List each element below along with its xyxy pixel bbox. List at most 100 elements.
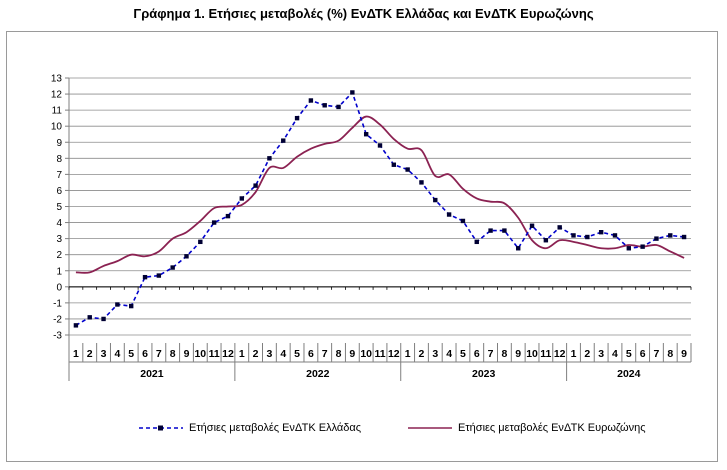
data-point-greece: [557, 225, 562, 230]
month-label: 10: [360, 348, 372, 360]
data-point-greece: [253, 183, 258, 188]
month-label: 3: [267, 348, 273, 360]
month-label: 3: [101, 348, 107, 360]
data-point-greece: [474, 239, 479, 245]
data-point-greece: [598, 230, 604, 235]
data-point-greece: [115, 302, 120, 307]
month-label: 4: [114, 348, 120, 360]
legend-label-greece: Ετήσιες μεταβολές ΕνΔΤΚ Ελλάδας: [189, 422, 362, 434]
data-point-greece: [585, 234, 590, 240]
chart-frame: [6, 31, 718, 462]
year-label: 2021: [140, 368, 164, 380]
data-point-greece: [142, 274, 148, 280]
y-tick-label: 6: [56, 186, 62, 197]
legend-item-greece: Ετήσιες μεταβολές ΕνΔΤΚ Ελλάδας: [139, 422, 361, 434]
data-point-greece: [377, 143, 383, 148]
month-label: 7: [654, 348, 660, 360]
data-point-greece: [446, 212, 452, 217]
month-label: 2: [419, 348, 425, 360]
data-point-greece: [612, 233, 618, 238]
chart-title: Γράφημα 1. Ετήσιες μεταβολές (%) ΕνΔΤΚ Ε…: [133, 6, 594, 21]
month-label: 1: [405, 348, 411, 360]
data-point-greece: [433, 197, 438, 203]
month-label: 11: [540, 348, 551, 360]
y-tick-label: 1: [56, 266, 62, 277]
month-label: 2: [584, 348, 590, 360]
data-point-greece: [73, 323, 79, 328]
month-label: 6: [474, 348, 480, 360]
month-label: 5: [626, 348, 632, 360]
month-label: 8: [667, 348, 673, 360]
data-point-greece: [543, 238, 549, 243]
data-point-greece: [350, 90, 355, 95]
month-label: 11: [209, 348, 220, 360]
month-label: 10: [526, 348, 538, 360]
y-tick-label: 2: [56, 250, 62, 261]
month-label: 9: [184, 348, 190, 360]
year-label: 2024: [617, 368, 641, 380]
month-label: 3: [598, 348, 604, 360]
month-label: 5: [294, 348, 300, 360]
data-point-greece: [281, 138, 286, 143]
month-label: 7: [156, 348, 162, 360]
y-tick-label: 3: [56, 234, 62, 245]
month-label: 8: [170, 348, 176, 360]
data-point-greece: [502, 228, 507, 233]
month-label: 6: [640, 348, 646, 360]
data-point-greece: [308, 98, 314, 103]
data-point-greece: [516, 246, 521, 251]
y-tick-label: 8: [56, 154, 62, 165]
month-label: 8: [501, 348, 507, 360]
y-tick-label: 11: [52, 106, 63, 117]
y-tick-label: -1: [53, 298, 62, 309]
month-label: 1: [571, 348, 577, 360]
data-point-greece: [267, 156, 272, 161]
data-point-greece: [336, 104, 341, 110]
data-point-greece: [529, 223, 535, 228]
data-point-greece: [460, 218, 466, 224]
data-point-greece: [571, 233, 576, 238]
data-point-greece: [198, 239, 203, 245]
month-label: 4: [612, 348, 618, 360]
month-label: 9: [349, 348, 355, 360]
y-tick-label: 13: [51, 74, 63, 85]
y-tick-label: 0: [56, 282, 62, 293]
year-label: 2023: [472, 368, 496, 380]
month-label: 2: [253, 348, 259, 360]
series-line-eurozone: [75, 115, 685, 274]
month-label: 12: [388, 348, 400, 360]
month-label: 3: [432, 348, 438, 360]
month-label: 8: [336, 348, 342, 360]
month-label: 9: [681, 348, 687, 360]
data-point-greece: [654, 236, 659, 241]
y-tick-label: -3: [53, 331, 62, 342]
month-label: 11: [374, 348, 385, 360]
data-point-greece: [87, 315, 92, 320]
data-point-greece: [391, 162, 397, 167]
data-point-greece: [156, 273, 162, 278]
data-point-greece: [101, 316, 106, 322]
month-label: 4: [446, 348, 452, 360]
data-point-greece: [322, 103, 327, 108]
month-label: 5: [128, 348, 134, 360]
legend-swatch-eurozone: [408, 427, 452, 429]
y-tick-label: 4: [56, 218, 62, 229]
data-point-greece: [419, 180, 424, 185]
month-label: 10: [194, 348, 206, 360]
data-point-greece: [626, 246, 631, 251]
y-tick-label: 9: [56, 138, 62, 149]
year-label: 2022: [306, 368, 330, 380]
data-point-greece: [363, 132, 369, 137]
month-label: 5: [460, 348, 466, 360]
month-label: 9: [515, 348, 521, 360]
month-label: 12: [554, 348, 566, 360]
series-line-greece: [75, 90, 685, 327]
y-tick-label: 12: [51, 90, 63, 101]
data-point-greece: [640, 244, 645, 249]
y-tick-label: -2: [53, 314, 62, 325]
month-label: 6: [142, 348, 148, 360]
data-point-greece: [129, 303, 134, 309]
month-label: 2: [87, 348, 93, 360]
data-point-greece: [668, 233, 673, 238]
